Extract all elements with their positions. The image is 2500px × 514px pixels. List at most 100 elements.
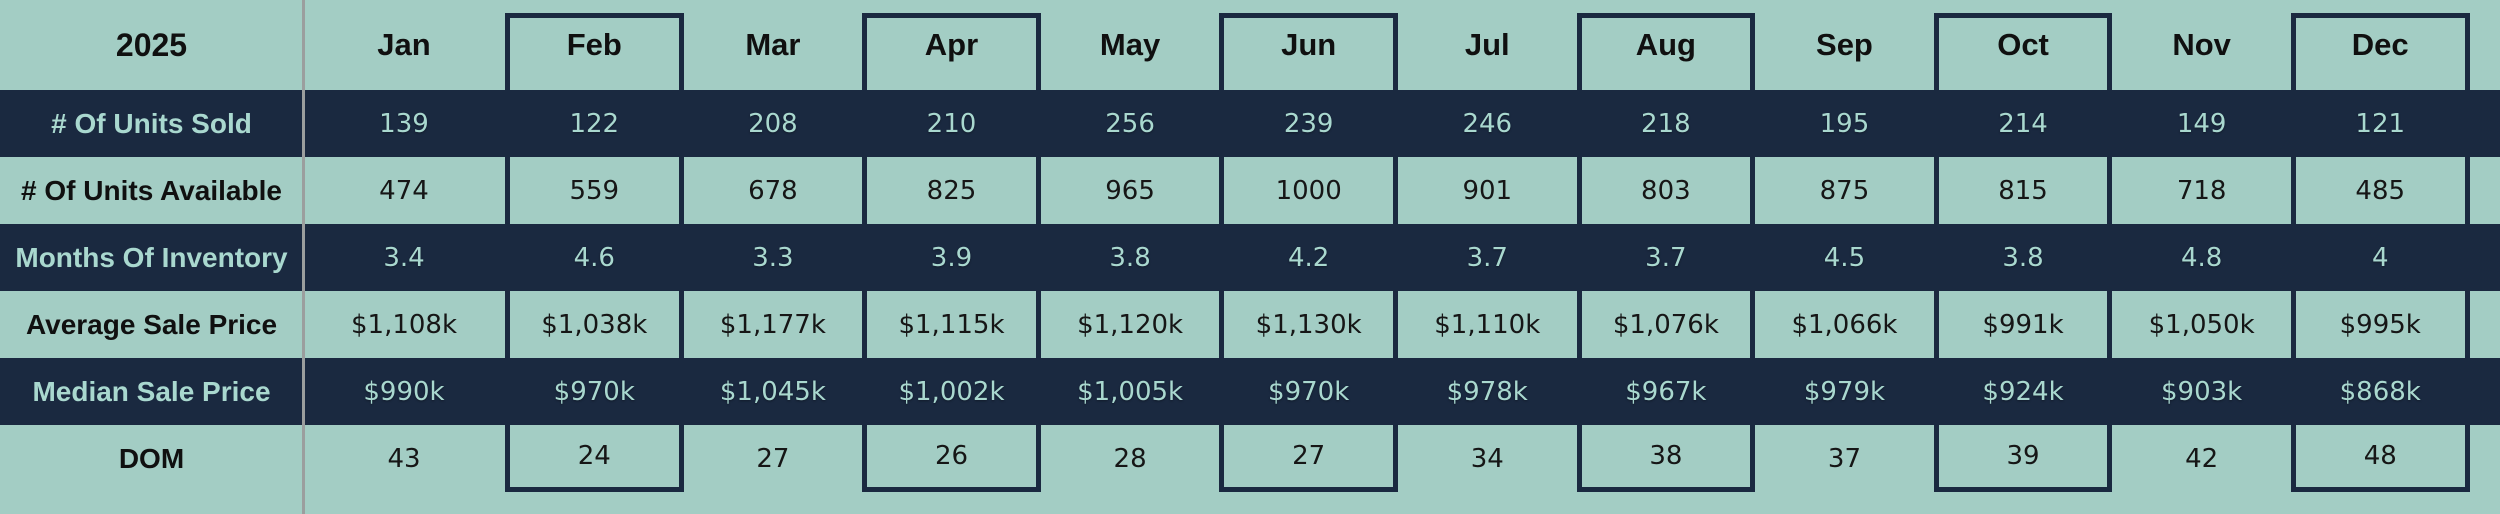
cell-dom-jun: 27 bbox=[1219, 425, 1398, 492]
cell-dom-mar: 27 bbox=[756, 443, 790, 474]
cell-units-available-dec: 485 bbox=[2290, 157, 2470, 224]
cell-months-of-inventory-may: 3.8 bbox=[1109, 242, 1151, 273]
month-label: Jun bbox=[1281, 27, 1337, 62]
month-label: Feb bbox=[566, 27, 622, 62]
cell-dom-dec: 48 bbox=[2290, 425, 2470, 492]
cell-units-available-jun: 1000 bbox=[1219, 157, 1398, 224]
cell-median-sale-price-oct: $924k bbox=[1982, 376, 2064, 407]
cell-median-sale-price-apr: $1,002k bbox=[898, 376, 1005, 407]
month-label: Nov bbox=[2172, 27, 2231, 62]
month-header-apr: Apr bbox=[862, 0, 1041, 90]
row-right-margin bbox=[2470, 358, 2500, 425]
cell-dom-may: 28 bbox=[1113, 443, 1147, 474]
cell-months-of-inventory-feb: 4.6 bbox=[573, 242, 615, 273]
cell-average-sale-price-nov: $1,050k bbox=[2148, 309, 2255, 340]
cell-dom-sep: 37 bbox=[1827, 443, 1861, 474]
cell-units-available-apr: 825 bbox=[862, 157, 1041, 224]
cell-dom-oct: 39 bbox=[1933, 425, 2113, 492]
cell-units-sold-jan: 139 bbox=[379, 108, 429, 139]
cell-median-sale-price-jul: $978k bbox=[1446, 376, 1528, 407]
table-row-dom: DOM 43 24 27 26 28 27 34 38 37 39 42 48 bbox=[0, 425, 2500, 492]
cell-dom-aug: 38 bbox=[1576, 425, 1756, 492]
month-label: Oct bbox=[1997, 27, 2049, 62]
row-label-units-sold: # Of Units Sold bbox=[51, 107, 252, 139]
cell-months-of-inventory-apr: 3.9 bbox=[930, 242, 973, 273]
cell-months-of-inventory-nov: 4.8 bbox=[2180, 242, 2223, 273]
month-label: Dec bbox=[2351, 27, 2409, 62]
cell-units-available-jan: 474 bbox=[379, 175, 429, 206]
cell-dom-apr: 26 bbox=[862, 425, 1041, 492]
cell-units-sold-may: 256 bbox=[1105, 108, 1155, 139]
label-column-divider bbox=[302, 0, 305, 514]
cell-average-sale-price-apr: $1,115k bbox=[862, 291, 1041, 358]
row-label-median-sale-price: Median Sale Price bbox=[32, 375, 271, 407]
cell-median-sale-price-aug: $967k bbox=[1625, 376, 1707, 407]
cell-average-sale-price-oct: $991k bbox=[1933, 291, 2113, 358]
cell-median-sale-price-nov: $903k bbox=[2161, 376, 2243, 407]
cell-dom-nov: 42 bbox=[2185, 443, 2219, 474]
year-cell: 2025 bbox=[115, 26, 188, 63]
cell-months-of-inventory-oct: 3.8 bbox=[2002, 242, 2044, 273]
cell-months-of-inventory-mar: 3.3 bbox=[752, 242, 794, 273]
cell-units-sold-jul: 246 bbox=[1462, 108, 1513, 139]
cell-units-available-jul: 901 bbox=[1462, 175, 1513, 206]
cell-average-sale-price-jun: $1,130k bbox=[1219, 291, 1398, 358]
month-header-sep: Sep bbox=[1755, 0, 1934, 90]
month-header-feb: Feb bbox=[505, 0, 684, 90]
cell-average-sale-price-mar: $1,177k bbox=[719, 309, 826, 340]
month-header-oct: Oct bbox=[1933, 0, 2113, 90]
cell-units-sold-sep: 195 bbox=[1819, 108, 1870, 139]
cell-units-available-aug: 803 bbox=[1576, 157, 1756, 224]
month-header-jul: Jul bbox=[1398, 0, 1577, 90]
cell-months-of-inventory-jul: 3.7 bbox=[1466, 242, 1508, 273]
month-header-nov: Nov bbox=[2112, 0, 2291, 90]
month-label: Mar bbox=[745, 27, 801, 62]
month-header-aug: Aug bbox=[1576, 0, 1756, 90]
cell-median-sale-price-dec: $868k bbox=[2339, 376, 2421, 407]
month-header-jan: Jan bbox=[303, 0, 505, 90]
cell-units-available-may: 965 bbox=[1105, 175, 1155, 206]
header-row: 2025 Jan Feb Mar Apr May Jun Jul Aug Sep… bbox=[0, 0, 2500, 90]
cell-average-sale-price-feb: $1,038k bbox=[505, 291, 684, 358]
cell-median-sale-price-jun: $970k bbox=[1268, 376, 1350, 407]
row-right-margin bbox=[2470, 425, 2500, 492]
month-label: Jan bbox=[377, 27, 431, 62]
cell-months-of-inventory-dec: 4 bbox=[2371, 242, 2389, 273]
month-header-may: May bbox=[1041, 0, 1220, 90]
cell-units-sold-mar: 208 bbox=[748, 108, 798, 139]
cell-units-sold-oct: 214 bbox=[1998, 108, 2048, 139]
cell-units-sold-aug: 218 bbox=[1641, 108, 1691, 139]
cell-months-of-inventory-jan: 3.4 bbox=[383, 242, 425, 273]
cell-units-available-feb: 559 bbox=[505, 157, 684, 224]
row-label-dom: DOM bbox=[118, 442, 185, 474]
cell-average-sale-price-dec: $995k bbox=[2290, 291, 2470, 358]
cell-units-sold-nov: 149 bbox=[2176, 108, 2227, 139]
month-label: Aug bbox=[1635, 27, 1696, 62]
cell-units-available-oct: 815 bbox=[1933, 157, 2113, 224]
cell-median-sale-price-sep: $979k bbox=[1803, 376, 1886, 407]
cell-months-of-inventory-jun: 4.2 bbox=[1287, 242, 1330, 273]
row-right-margin bbox=[2470, 90, 2500, 157]
cell-average-sale-price-jul: $1,110k bbox=[1434, 309, 1541, 340]
cell-median-sale-price-mar: $1,045k bbox=[719, 376, 826, 407]
cell-units-sold-dec: 121 bbox=[2355, 108, 2406, 139]
cell-units-available-sep: 875 bbox=[1819, 175, 1870, 206]
cell-units-sold-apr: 210 bbox=[926, 108, 977, 139]
cell-average-sale-price-aug: $1,076k bbox=[1576, 291, 1756, 358]
table-row-median-sale-price: Median Sale Price $990k $970k $1,045k $1,002… bbox=[0, 358, 2500, 425]
month-header-jun: Jun bbox=[1219, 0, 1398, 90]
cell-units-sold-feb: 122 bbox=[569, 108, 620, 139]
row-label-average-sale-price: Average Sale Price bbox=[25, 308, 278, 340]
cell-months-of-inventory-sep: 4.5 bbox=[1823, 242, 1866, 273]
month-label: Sep bbox=[1816, 27, 1873, 62]
cell-median-sale-price-feb: $970k bbox=[553, 376, 635, 407]
month-header-mar: Mar bbox=[684, 0, 863, 90]
cell-units-available-nov: 718 bbox=[2176, 175, 2227, 206]
row-right-margin bbox=[2470, 157, 2500, 224]
table-body: # Of Units Sold 139 122 208 210 256 239 246 218 1… bbox=[0, 90, 2500, 492]
cell-median-sale-price-jan: $990k bbox=[363, 376, 445, 407]
month-label: Jul bbox=[1464, 27, 1510, 62]
month-label: May bbox=[1099, 27, 1161, 62]
cell-units-available-mar: 678 bbox=[748, 175, 798, 206]
